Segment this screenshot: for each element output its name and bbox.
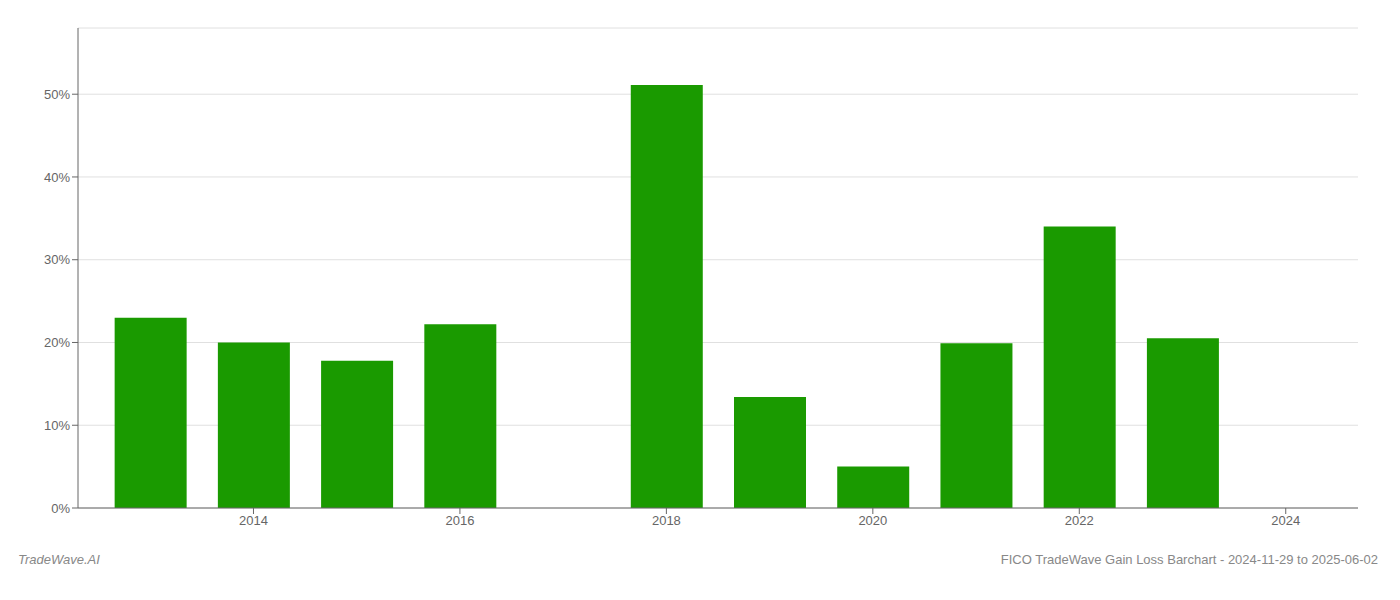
- svg-text:2020: 2020: [858, 513, 887, 528]
- html-text:TradeWave.AI: TradeWave.AI: [18, 552, 100, 567]
- svg-text:0%: 0%: [51, 501, 70, 516]
- svg-text:20%: 20%: [44, 335, 70, 350]
- svg-text:2016: 2016: [445, 513, 474, 528]
- svg-text:30%: 30%: [44, 252, 70, 267]
- svg-text:40%: 40%: [44, 170, 70, 185]
- html-text:FICO TradeWave Gain Loss Barch: FICO TradeWave Gain Loss Barchart - 2024…: [1000, 552, 1378, 567]
- svg-text:2024: 2024: [1271, 513, 1300, 528]
- svg-text:2018: 2018: [652, 513, 681, 528]
- svg-text:2022: 2022: [1065, 513, 1094, 528]
- svg-text:10%: 10%: [44, 418, 70, 433]
- svg-text:2014: 2014: [239, 513, 268, 528]
- svg-text:50%: 50%: [44, 87, 70, 102]
